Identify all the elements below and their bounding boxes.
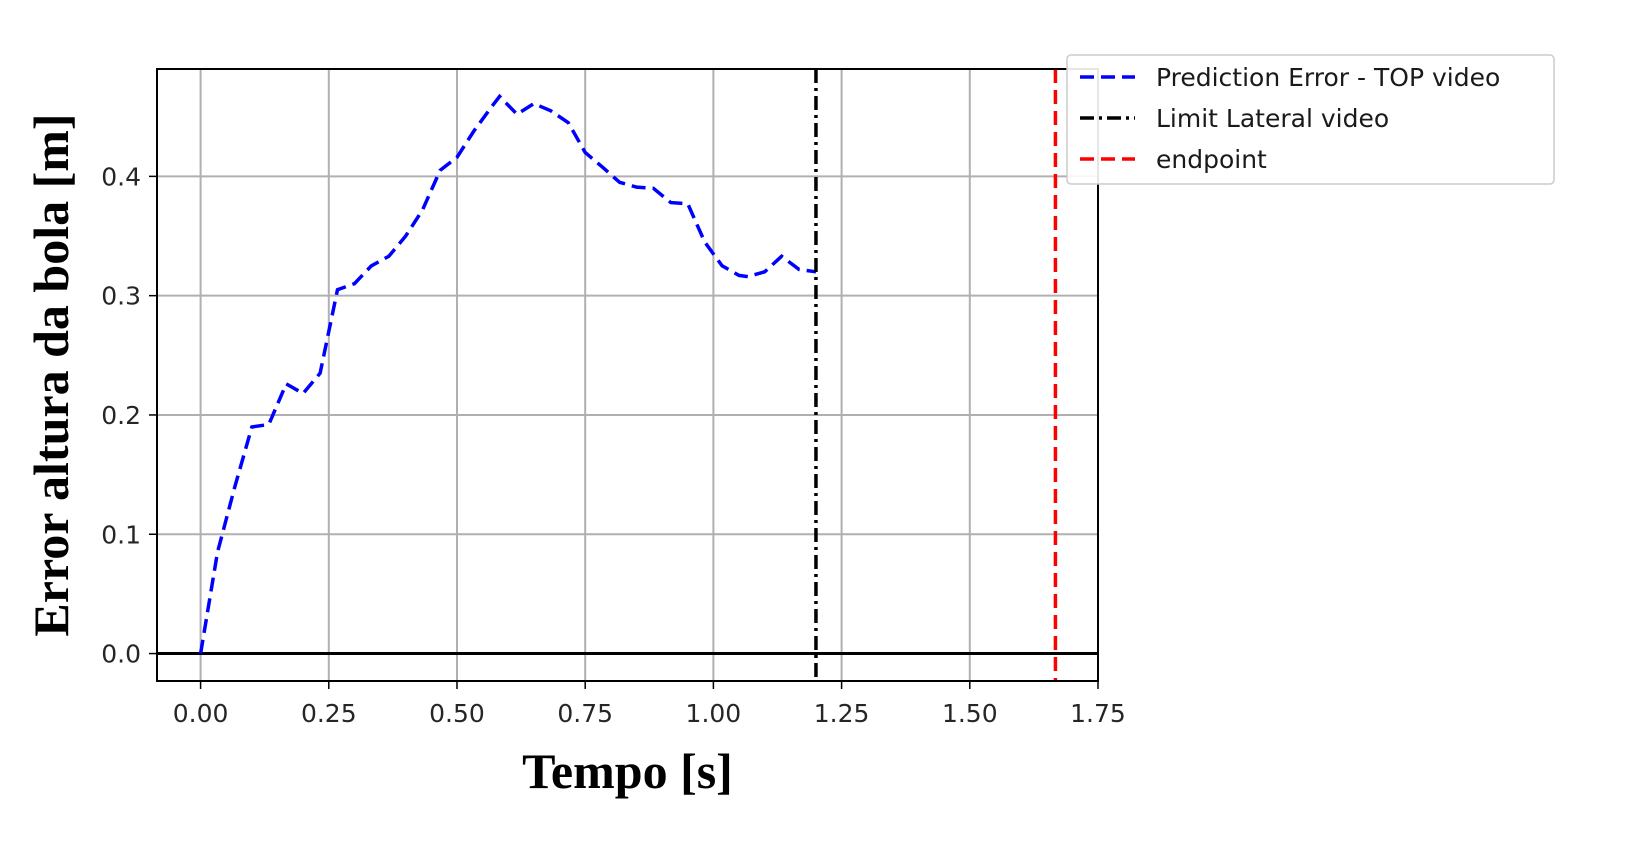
y-tick-label: 0.1 bbox=[101, 520, 141, 549]
x-tick-label: 1.75 bbox=[1070, 699, 1126, 728]
y-tick-label: 0.4 bbox=[101, 162, 141, 191]
y-tick-label: 0.3 bbox=[101, 282, 141, 311]
x-tick-label: 1.25 bbox=[814, 699, 870, 728]
legend-label-prediction-error: Prediction Error - TOP video bbox=[1156, 63, 1500, 92]
series-prediction-error-line bbox=[198, 93, 817, 654]
plot-area bbox=[157, 69, 1098, 681]
legend: Prediction Error - TOP video Limit Later… bbox=[1066, 54, 1555, 185]
legend-box bbox=[1066, 54, 1555, 185]
axes-frame bbox=[156, 68, 1099, 682]
legend-label-endpoint: endpoint bbox=[1156, 145, 1267, 174]
y-tick-label: 0.0 bbox=[101, 640, 141, 669]
y-axis-title: Error altura da bola [m] bbox=[23, 113, 79, 636]
y-axis: 0.0 0.1 0.2 0.3 0.4 bbox=[101, 162, 157, 669]
x-axis-title: Tempo [s] bbox=[522, 743, 733, 799]
x-tick-label: 1.00 bbox=[686, 699, 742, 728]
y-tick-label: 0.2 bbox=[101, 401, 141, 430]
x-tick-label: 0.25 bbox=[301, 699, 357, 728]
x-axis: 0.00 0.25 0.50 0.75 1.00 1.25 1.50 1.75 bbox=[173, 681, 1126, 728]
legend-label-limit-lateral: Limit Lateral video bbox=[1156, 104, 1389, 133]
x-tick-label: 0.00 bbox=[173, 699, 229, 728]
x-tick-label: 0.75 bbox=[557, 699, 613, 728]
x-tick-label: 0.50 bbox=[429, 699, 485, 728]
x-tick-label: 1.50 bbox=[942, 699, 998, 728]
grid bbox=[157, 69, 1099, 681]
